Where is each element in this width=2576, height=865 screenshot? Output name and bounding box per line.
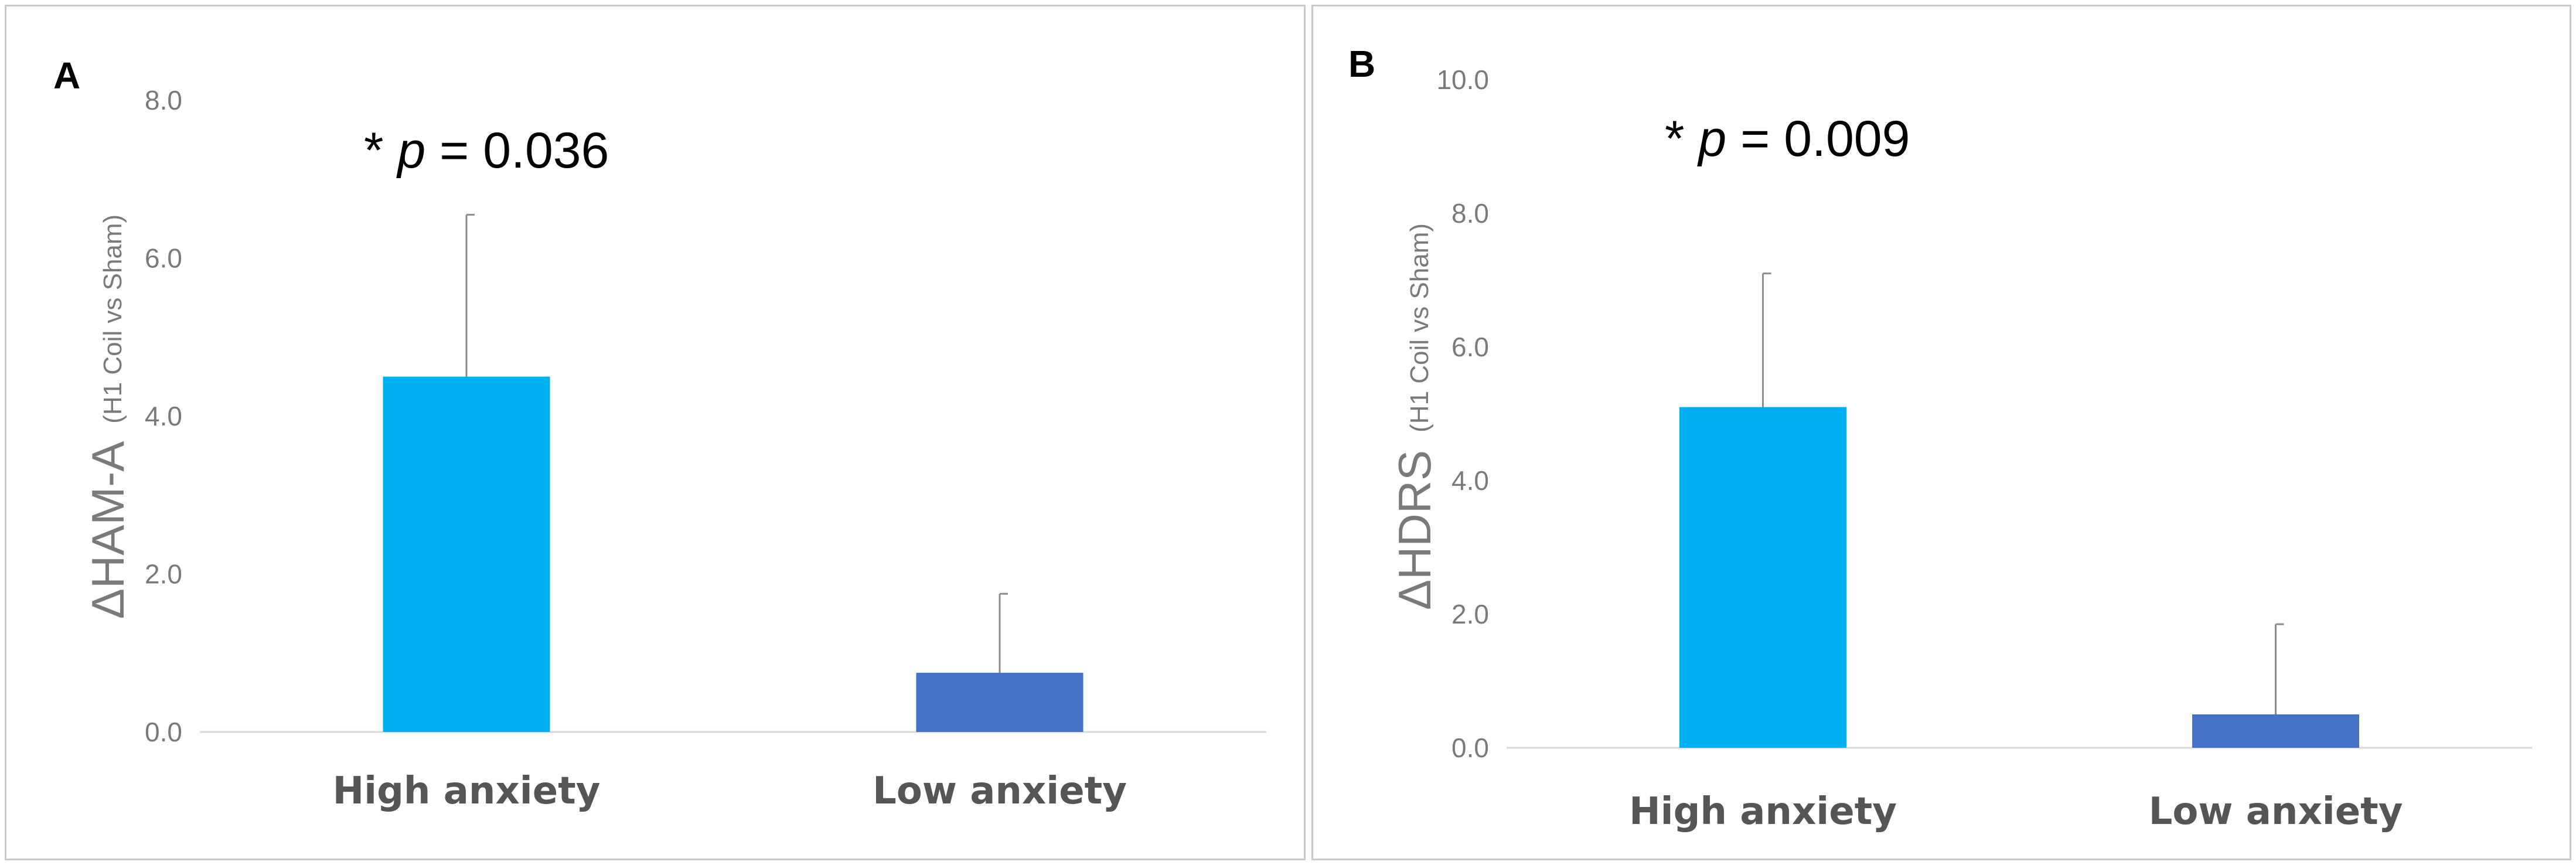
plot-area-a: 0.0 2.0 4.0 6.0 8.0 High anxiety Low anxiety — [145, 85, 1266, 813]
x-category-label-a: High anxiety — [333, 769, 601, 813]
x-category-label-b: High anxiety — [1629, 790, 1897, 833]
y-tick-label-a: 4.0 — [145, 401, 182, 431]
y-axis-label-main-b: ΔHDRS — [1389, 450, 1440, 610]
bar-b-low-anxiety — [2192, 714, 2359, 748]
p-value-annotation-b: * p = 0.009 — [1665, 111, 1910, 167]
x-category-label-a: Low anxiety — [873, 769, 1127, 813]
p-value-annotation-a: * p = 0.036 — [364, 122, 609, 179]
y-tick-label-b: 4.0 — [1451, 465, 1489, 496]
y-tick-label-b: 0.0 — [1451, 733, 1489, 763]
chart-b-svg: B * p = 0.009 ΔHDRS (H1 Coil vs Sham) 0.… — [1348, 43, 2532, 833]
bar-b-high-anxiety — [1679, 407, 1846, 748]
chart-panel-a: A * p = 0.036 ΔHAM-A (H1 Coil vs Sham) 0… — [5, 5, 1306, 860]
y-tick-label-a: 2.0 — [145, 559, 182, 590]
y-axis-label-a: ΔHAM-A (H1 Coil vs Sham) — [82, 214, 134, 619]
panel-label-b: B — [1348, 43, 1375, 85]
bar-a-high-anxiety — [383, 376, 550, 732]
chart-panel-b: B * p = 0.009 ΔHDRS (H1 Coil vs Sham) 0.… — [1311, 5, 2571, 860]
y-tick-label-a: 6.0 — [145, 243, 182, 274]
y-tick-label-a: 0.0 — [145, 717, 182, 747]
chart-a-svg: A * p = 0.036 ΔHAM-A (H1 Coil vs Sham) 0… — [53, 55, 1266, 813]
y-tick-label-b: 8.0 — [1451, 198, 1489, 229]
y-tick-label-b: 2.0 — [1451, 599, 1489, 629]
panel-label-a: A — [53, 55, 80, 97]
y-tick-label-a: 8.0 — [145, 85, 182, 115]
bar-a-low-anxiety — [916, 672, 1083, 732]
y-tick-label-b: 6.0 — [1451, 332, 1489, 362]
x-category-label-b: Low anxiety — [2149, 790, 2403, 833]
y-tick-label-b: 10.0 — [1436, 64, 1489, 95]
plot-area-b: 0.0 2.0 4.0 6.0 8.0 10.0 High anxiety Low anxie… — [1436, 64, 2532, 833]
y-axis-label-sub-b: (H1 Coil vs Sham) — [1405, 223, 1434, 433]
y-axis-label-main-a: ΔHAM-A — [82, 441, 134, 619]
y-axis-label-sub-a: (H1 Coil vs Sham) — [98, 214, 127, 424]
y-axis-label-b: ΔHDRS (H1 Coil vs Sham) — [1389, 223, 1440, 610]
